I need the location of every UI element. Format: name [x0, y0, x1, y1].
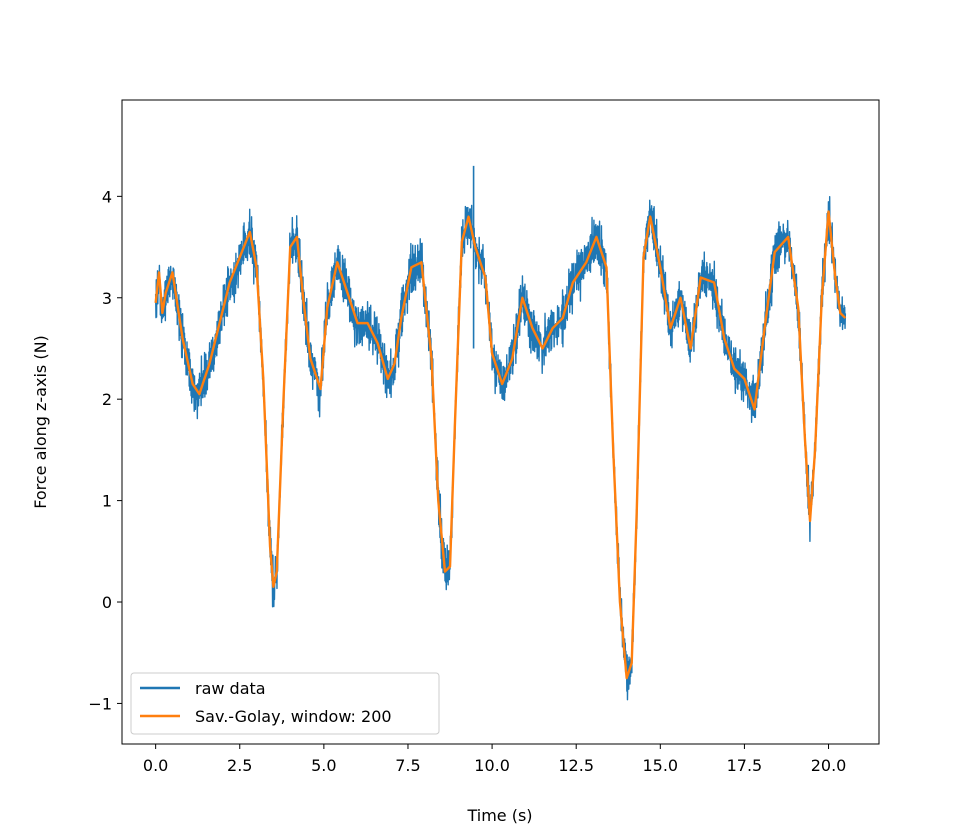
x-axis-label: Time (s) — [466, 806, 532, 825]
legend-label-raw-data: raw data — [195, 679, 266, 698]
y-axis-ticks: −1 0 1 2 3 4 — [88, 187, 122, 713]
y-tick-label: 2 — [102, 390, 112, 409]
x-axis-ticks: 0.0 2.5 5.0 7.5 10.0 12.5 15.0 17.5 20.0 — [143, 744, 846, 775]
y-tick-label: 0 — [102, 593, 112, 612]
legend-label-sav-golay: Sav.-Golay, window: 200 — [195, 707, 392, 726]
x-tick-label: 7.5 — [395, 756, 420, 775]
legend-box — [130, 672, 440, 735]
x-tick-label: 20.0 — [811, 756, 847, 775]
y-tick-label: −1 — [88, 694, 112, 713]
plot-layer — [154, 165, 847, 701]
legend: raw data Sav.-Golay, window: 200 — [130, 672, 440, 735]
x-tick-label: 0.0 — [143, 756, 168, 775]
y-tick-label: 3 — [102, 289, 112, 308]
y-axis-label: Force along z-axis (N) — [31, 335, 50, 509]
x-tick-label: 12.5 — [558, 756, 594, 775]
y-tick-label: 1 — [102, 492, 112, 511]
x-tick-label: 15.0 — [642, 756, 678, 775]
series-sav-golay-line — [154, 210, 847, 680]
x-tick-label: 17.5 — [727, 756, 763, 775]
y-tick-label: 4 — [102, 187, 112, 206]
x-tick-label: 5.0 — [311, 756, 336, 775]
plot-frame — [121, 99, 880, 745]
x-tick-label: 10.0 — [474, 756, 510, 775]
x-tick-label: 2.5 — [227, 756, 252, 775]
